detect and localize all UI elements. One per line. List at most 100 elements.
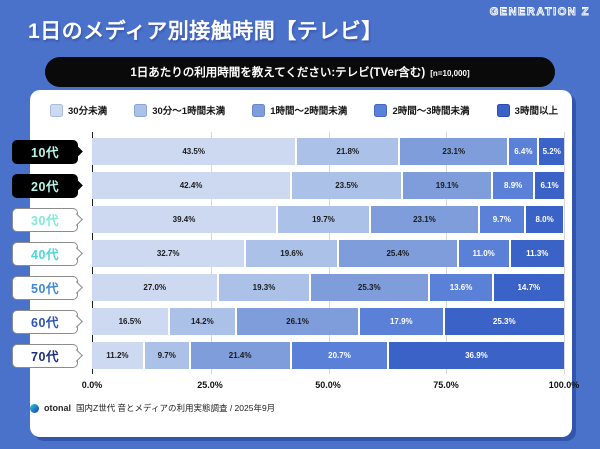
bar-segment: 43.5%: [92, 138, 298, 165]
stacked-bar: 11.2% 9.7% 21.4% 20.7% 36.9%: [92, 342, 564, 369]
age-group-text: 10代: [31, 146, 59, 160]
bar-segment: 25.3%: [444, 308, 564, 335]
brand-logo-generation-z: GENERATION Z: [489, 6, 590, 19]
bar-segment: 8.0%: [525, 206, 564, 233]
bar-segment: 14.2%: [169, 308, 237, 335]
speech-tail-icon: [70, 145, 83, 158]
age-group-text: 70代: [31, 350, 59, 364]
otonal-logo-icon: [30, 403, 39, 413]
legend-item: 30分〜1時間未満: [134, 103, 225, 117]
legend-label: 30分〜1時間未満: [152, 106, 226, 117]
age-group-text: 30代: [31, 214, 59, 228]
legend-item: 1時間〜2時間未満: [252, 103, 347, 117]
chart-row: 70代 11.2% 9.7% 21.4% 20.7% 36.9%: [12, 342, 564, 369]
chart-row: 40代 32.7% 19.6% 25.4% 11.0% 11.3%: [12, 240, 564, 267]
segment-value: 19.7%: [312, 215, 335, 224]
grid-line: [564, 132, 565, 374]
stacked-bar-chart: 10代 43.5% 21.8% 23.1% 6.4% 5.2% 20代 42.4% 23.5% 1…: [12, 132, 580, 392]
bar-segment: 16.5%: [92, 308, 170, 335]
segment-value: 26.1%: [286, 317, 309, 326]
bar-segment: 6.1%: [535, 172, 564, 199]
segment-value: 6.1%: [540, 181, 559, 190]
bar-segment: 19.3%: [219, 274, 311, 301]
segment-value: 11.3%: [526, 249, 549, 258]
bar-segment: 8.9%: [493, 172, 536, 199]
stacked-bar: 16.5% 14.2% 26.1% 17.9% 25.3%: [92, 308, 564, 335]
legend-swatch-icon: [50, 103, 63, 117]
bar-segment: 42.4%: [92, 172, 293, 199]
speech-tail-icon: [70, 315, 83, 328]
question-text: 1日あたりの利用時間を教えてください:テレビ(TVer含む): [130, 67, 426, 79]
legend-item: 30分未満: [50, 103, 107, 117]
bar-segment: 19.1%: [403, 172, 494, 199]
legend-item: 2時間〜3時間未満: [374, 103, 470, 117]
speech-tail-icon: [70, 247, 83, 260]
segment-value: 25.4%: [386, 249, 410, 258]
age-group-label: 20代: [12, 173, 83, 198]
legend-swatch-icon: [496, 103, 510, 117]
bar-segment: 11.3%: [510, 240, 564, 267]
age-group-label: 30代: [12, 207, 83, 232]
segment-value: 39.4%: [172, 215, 196, 224]
segment-value: 27.0%: [143, 283, 167, 292]
segment-value: 21.4%: [228, 351, 252, 360]
age-group-label: 40代: [12, 241, 83, 266]
source-text: 国内Z世代 音とメディアの利用実態調査 / 2025年9月: [76, 403, 276, 413]
otonal-logo-text: otonal: [44, 403, 71, 413]
segment-value: 20.7%: [328, 351, 351, 360]
speech-tail-icon: [70, 349, 83, 362]
bar-segment: 27.0%: [92, 274, 220, 301]
segment-value: 14.2%: [191, 317, 214, 326]
segment-value: 23.5%: [335, 181, 358, 190]
segment-value: 21.8%: [336, 147, 360, 156]
segment-value: 19.3%: [252, 283, 276, 292]
speech-tail-icon: [70, 179, 83, 192]
chart-row: 50代 27.0% 19.3% 25.3% 13.6% 14.7%: [12, 274, 564, 301]
bar-segment: 39.4%: [92, 206, 278, 233]
bar-segment: 32.7%: [92, 240, 247, 267]
segment-value: 17.9%: [389, 317, 413, 326]
x-axis: 0.0% 25.0% 50.0% 75.0% 100.0%: [82, 380, 580, 392]
chart-rows: 10代 43.5% 21.8% 23.1% 6.4% 5.2% 20代 42.4% 23.5% 1…: [12, 138, 564, 369]
legend-swatch-icon: [374, 103, 388, 117]
bar-segment: 21.8%: [297, 138, 401, 165]
legend-label: 2時間〜3時間未満: [392, 106, 470, 117]
segment-value: 43.5%: [182, 147, 205, 156]
question-banner: 1日あたりの利用時間を教えてください:テレビ(TVer含む) [n=10,000…: [45, 57, 555, 87]
page-title: 1日のメディア別接触時間【テレビ】: [28, 20, 383, 43]
bar-segment: 9.7%: [144, 342, 191, 369]
speech-tail-icon: [70, 213, 83, 226]
segment-value: 9.7%: [157, 351, 176, 360]
segment-value: 25.3%: [492, 317, 516, 326]
segment-value: 11.2%: [106, 351, 129, 360]
bar-segment: 25.3%: [310, 274, 430, 301]
chart-panel: 30分未満 30分〜1時間未満 1時間〜2時間未満 2時間〜3時間未満 3時間以上 10…: [12, 90, 579, 437]
segment-value: 36.9%: [465, 351, 488, 360]
legend-label: 1時間〜2時間未満: [270, 106, 348, 117]
bar-segment: 6.4%: [509, 138, 540, 165]
segment-value: 8.9%: [504, 181, 523, 190]
bar-segment: 26.1%: [236, 308, 361, 335]
x-axis-tick-label: 100.0%: [548, 380, 580, 390]
legend-swatch-icon: [134, 103, 148, 117]
age-group-text: 40代: [31, 248, 59, 262]
x-axis-tick-label: 50.0%: [315, 380, 341, 390]
bar-segment: 23.5%: [292, 172, 404, 199]
sample-size: [n=10,000]: [430, 68, 470, 78]
bar-segment: 25.4%: [338, 240, 459, 267]
stacked-bar: 27.0% 19.3% 25.3% 13.6% 14.7%: [92, 274, 564, 301]
legend: 30分未満 30分〜1時間未満 1時間〜2時間未満 2時間〜3時間未満 3時間以上: [48, 102, 564, 118]
chart-row: 10代 43.5% 21.8% 23.1% 6.4% 5.2%: [12, 138, 564, 165]
bar-segment: 23.1%: [400, 138, 510, 165]
age-group-label: 50代: [12, 275, 83, 300]
stacked-bar: 42.4% 23.5% 19.1% 8.9% 6.1%: [92, 172, 564, 199]
legend-label: 30分未満: [68, 106, 108, 117]
bar-segment: 23.1%: [370, 206, 480, 233]
legend-swatch-icon: [252, 103, 266, 117]
bar-segment: 17.9%: [360, 308, 445, 335]
segment-value: 23.1%: [413, 215, 436, 224]
segment-value: 13.6%: [449, 283, 473, 292]
speech-tail-icon: [70, 281, 83, 294]
age-group-label: 70代: [12, 343, 83, 368]
segment-value: 9.7%: [492, 215, 511, 224]
